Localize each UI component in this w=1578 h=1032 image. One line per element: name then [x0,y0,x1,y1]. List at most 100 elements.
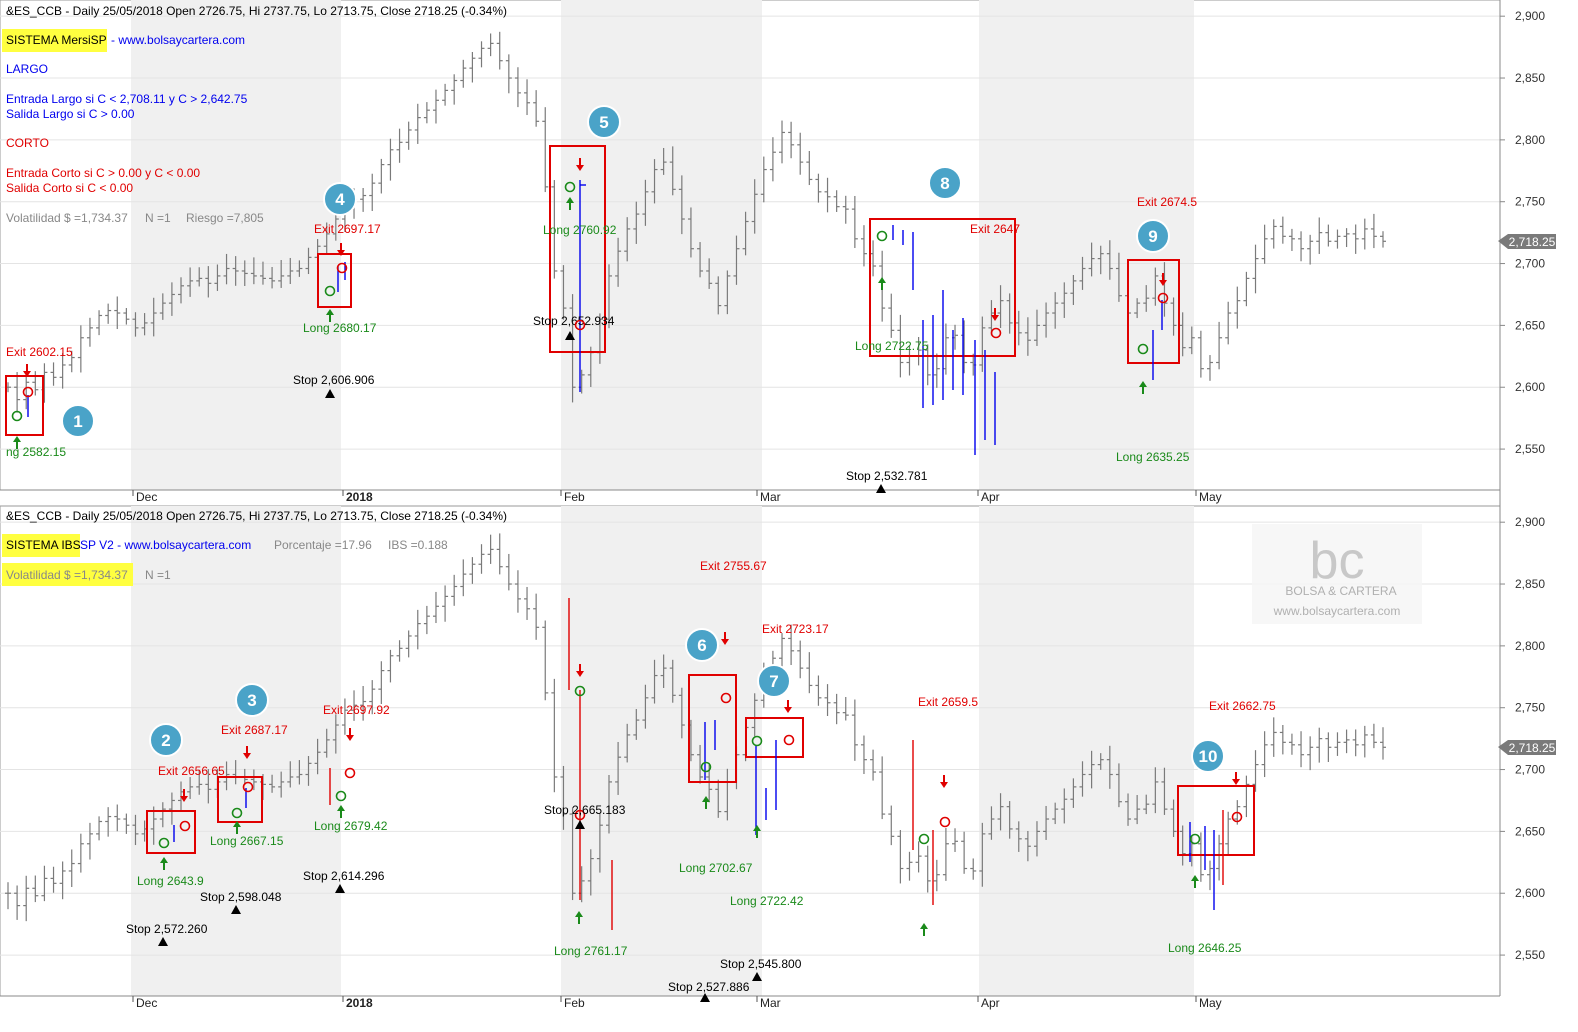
exit-marker-10 [1231,811,1243,823]
ohlc-bar [933,859,940,892]
panel-1-corto: CORTO [6,136,49,150]
ohlc-bar [524,79,531,116]
ohlc-bar [351,690,358,721]
price-tick-label: 2,600 [1515,886,1545,900]
ohlc-bar [114,804,121,832]
ohlc-bar [287,761,294,788]
ohlc-bar [86,822,93,860]
ohlc-bar [1252,750,1259,792]
ohlc-bar [806,652,813,694]
ohlc-bar [1152,767,1159,814]
ohlc-bar [1352,224,1359,254]
panel-1-entrada-largo: Entrada Largo si C < 2,708.11 y C > 2,64… [6,92,248,106]
ohlc-bar [633,709,640,740]
entry-marker-3b [335,790,347,802]
exit-marker-5 [574,319,586,331]
ohlc-bar [678,687,685,739]
ohlc-bar [560,265,567,320]
ohlc-bar [660,654,667,688]
entry-arrow-3b [337,805,345,818]
ohlc-bar [196,267,203,287]
ohlc-bar [1043,805,1050,840]
ohlc-bar [223,253,230,285]
ohlc-bar [1261,224,1268,264]
panel-2-header: &ES_CCB - Daily 25/05/2018 Open 2726.75,… [6,509,507,523]
ohlc-bar [23,376,30,410]
ohlc-bar [1225,811,1232,855]
ohlc-bar [478,544,485,574]
ohlc-bar [150,297,157,337]
exit-arrow-8b [940,775,948,788]
trade-box-7 [745,717,804,758]
ohlc-bar [1061,282,1068,318]
ohlc-bar [988,806,995,840]
stop-marker-3 [231,905,241,914]
price-tick-label: 2,650 [1515,824,1545,838]
price-tick-label: 2,550 [1515,442,1545,456]
panel-1-month-shade-dec [131,0,341,490]
svg-text:1: 1 [73,412,82,431]
trade-box-4 [317,253,352,308]
ohlc-bar [59,861,66,900]
stop-label-5b: Stop 2,665.183 [544,803,626,817]
ohlc-bar [1188,326,1195,355]
exit-marker-5b [574,809,586,821]
svg-text:2,718.25: 2,718.25 [1509,741,1556,755]
ohlc-bar [423,102,430,124]
trade-annotations: Exit 2602.15 ng 2582.15 Exit 2697.17 Long 2… [6,158,1276,1002]
panel-2-system-name: SISTEMA IBS [6,538,81,552]
ohlc-bar [605,264,612,329]
ohlc-bar [232,256,239,286]
stop-label-4: Stop 2,606.906 [293,373,375,387]
ohlc-bar [341,698,348,735]
ohlc-bar [678,175,685,235]
ohlc-bar [1343,729,1350,754]
ohlc-bar [642,684,649,729]
ohlc-bar [615,741,622,795]
month-label: Apr [981,490,1000,504]
panel-2-site-link[interactable]: www.bolsaycartera.com [123,538,251,552]
svg-text:7: 7 [769,672,778,691]
exit-arrow-7 [784,700,792,713]
ohlc-bar [86,317,93,347]
price-tick-label: 2,750 [1515,195,1545,209]
entry-marker-10 [1189,833,1201,845]
ohlc-bar [1325,224,1332,247]
panel-2-ibs: IBS =0.188 [388,538,448,552]
ohlc-bar [14,372,21,413]
ohlc-bar [660,147,667,175]
ohlc-bar [542,107,549,193]
ohlc-bar [1261,731,1268,778]
ohlc-bar [551,678,558,793]
entry-arrow-5b [575,911,583,924]
ohlc-bar [1006,293,1013,334]
ohlc-bar [1197,832,1204,882]
trade-badge-9: 9 [1136,219,1170,253]
svg-text:2,718.25: 2,718.25 [1509,235,1556,249]
ohlc-bar [833,693,840,725]
ohlc-bar [760,156,767,203]
ohlc-bar [824,177,831,213]
ohlc-bar [387,138,394,181]
ohlc-bar [442,83,449,106]
ohlc-bar [724,270,731,315]
long-label-3b: Long 2679.42 [314,819,388,833]
ohlc-bar [1380,727,1386,760]
ohlc-bar [651,659,658,704]
ohlc-bar [296,760,303,785]
exit-arrow-8 [991,308,999,321]
exit-label-7: Exit 2723.17 [762,622,829,636]
trade-box-5 [549,145,606,353]
ohlc-bar [924,344,931,386]
ohlc-bar [50,362,57,386]
trade-badge-1: 1 [61,404,95,438]
exit-arrow-10 [1232,772,1240,785]
ohlc-bar [1316,217,1323,254]
trade-box-3 [217,776,263,823]
panel-1-site-link[interactable]: - www.bolsaycartera.com [111,33,245,47]
ohlc-bar [997,793,1004,831]
exit-arrow-6 [721,632,729,645]
ohlc-bar [651,159,658,204]
ohlc-bar [824,684,831,717]
price-tick-label: 2,700 [1515,257,1545,271]
